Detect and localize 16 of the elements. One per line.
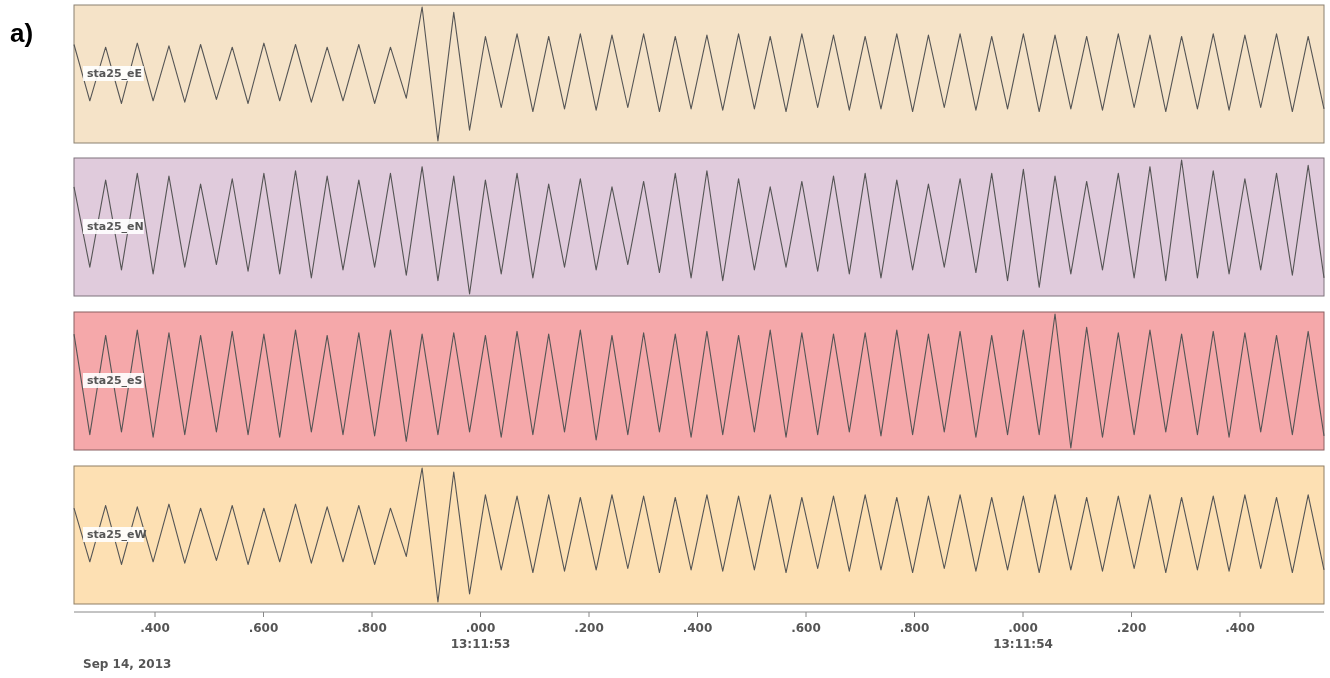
text: .400 — [140, 621, 170, 635]
text: .000 13:11:54 — [993, 621, 1053, 651]
text: .000 13:11:53 — [450, 621, 511, 651]
text: .600 — [791, 621, 821, 635]
text: Sep 14, 2013 — [83, 657, 172, 671]
series-label: sta25_eS — [87, 374, 143, 387]
text: .200 — [574, 621, 604, 635]
text: .400 — [1225, 621, 1255, 635]
text: .400 — [682, 621, 713, 635]
text: .600 — [248, 621, 279, 635]
series-label: sta25_eN — [87, 220, 144, 233]
text: .800 — [357, 621, 387, 635]
chart-title: a) — [10, 18, 34, 48]
text: .200 — [1116, 621, 1147, 635]
series-label: sta25_eE — [87, 67, 143, 80]
text: .800 — [899, 621, 930, 635]
